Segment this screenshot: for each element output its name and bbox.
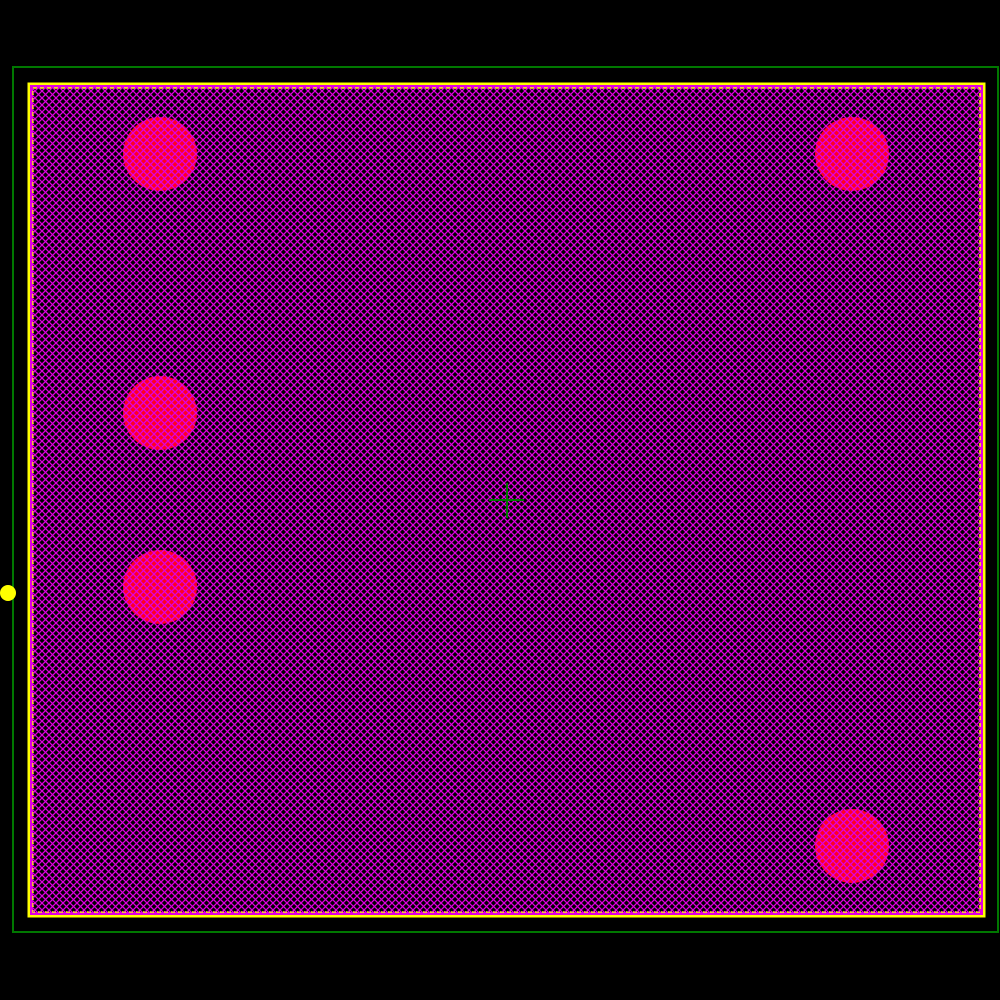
crosshair-icon [489, 483, 524, 518]
copper-zone-border [30, 85, 983, 915]
courtyard-outline [27, 82, 986, 918]
board-outline [12, 66, 999, 933]
origin-marker-icon [0, 585, 16, 601]
